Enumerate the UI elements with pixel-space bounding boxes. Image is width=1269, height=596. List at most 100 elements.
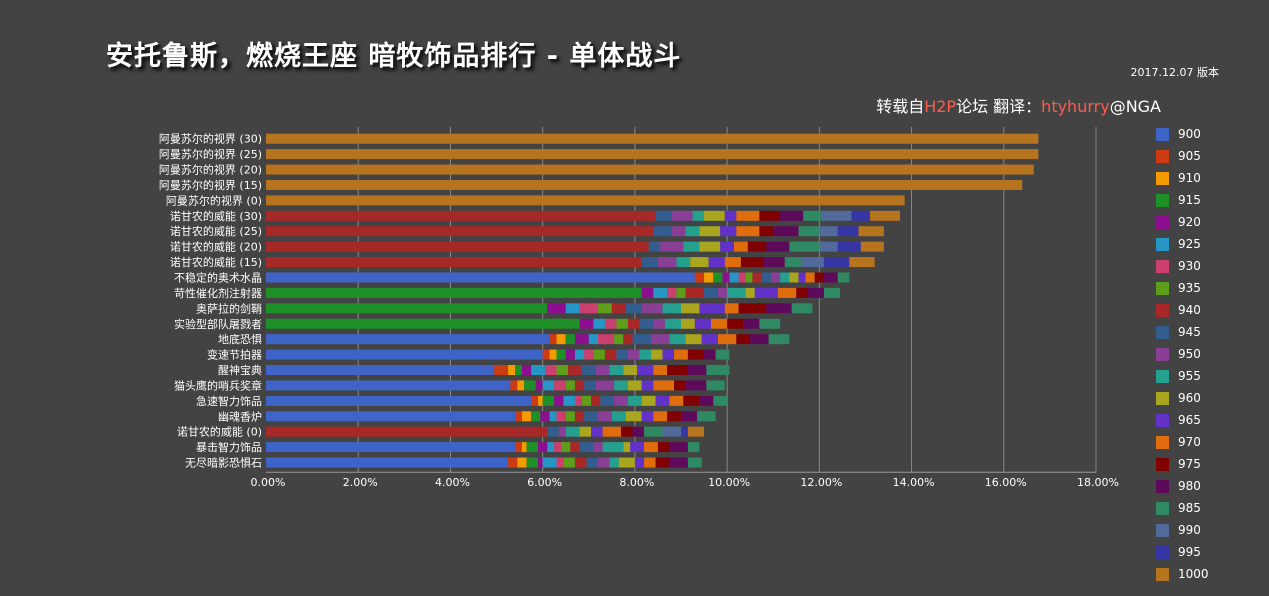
bar-segment-950	[627, 349, 640, 360]
bar-segment-985	[803, 210, 822, 221]
bar-segment-970	[736, 226, 760, 237]
bar-segment-925	[653, 287, 668, 298]
bar-segment-960	[623, 442, 631, 453]
legend-label: 990	[1178, 523, 1201, 537]
bar-segment-990	[819, 226, 838, 237]
bar-segment-960	[627, 380, 642, 391]
bar-segment-950	[770, 272, 781, 283]
legend-label: 955	[1178, 369, 1201, 383]
bar-segment-965	[655, 395, 670, 406]
bar-segment-980	[685, 380, 707, 391]
bar-segment-1000	[266, 133, 1039, 144]
legend-swatch	[1156, 281, 1169, 295]
legend-label: 975	[1178, 457, 1201, 471]
version-label: 2017.12.07 版本	[1130, 66, 1219, 79]
category-label: 幽魂香炉	[218, 410, 262, 423]
bar-segment-930	[579, 303, 598, 314]
bar-segment-985	[715, 349, 730, 360]
bar-segment-985	[706, 380, 725, 391]
bar-segment-995	[681, 426, 688, 437]
bar-segment-915	[524, 380, 536, 391]
bar-segment-920	[641, 287, 654, 298]
bar-segment-920	[538, 457, 543, 468]
credit-prefix: 转载自	[876, 97, 925, 116]
legend-swatch	[1156, 567, 1169, 581]
category-label: 变速节拍器	[207, 348, 262, 362]
bar-segment-960	[651, 349, 663, 360]
bar-segment-980	[699, 395, 714, 406]
bar-segment-995	[837, 226, 859, 237]
legend-swatch	[1156, 303, 1169, 317]
bar-segment-970	[644, 457, 656, 468]
bar-segment-985	[837, 272, 850, 283]
bar-segment-910	[517, 457, 527, 468]
bar-segment-920	[538, 442, 548, 453]
bar-segment-930	[598, 334, 615, 345]
bar-segment-905	[510, 380, 518, 391]
bar-segment-920	[579, 318, 594, 329]
legend-swatch	[1156, 545, 1169, 559]
bar-segment-960	[690, 257, 709, 268]
bar-segment-915	[565, 334, 575, 345]
bar-segment-940	[611, 303, 626, 314]
bar-segment-985	[798, 226, 820, 237]
bar-segment-990	[800, 257, 824, 268]
bar-segment-940	[574, 411, 585, 422]
bar-segment-935	[598, 303, 612, 314]
legend-label: 950	[1178, 347, 1201, 361]
bar-segment-960	[685, 334, 702, 345]
legend-item: 910	[1156, 167, 1209, 189]
bar-segment-935	[561, 442, 571, 453]
bar-segment-910	[517, 380, 525, 391]
legend-label: 1000	[1178, 567, 1209, 581]
bar-segment-960	[681, 318, 695, 329]
legend-item: 985	[1156, 497, 1209, 519]
bar-segment-945	[584, 411, 598, 422]
bar-segment-970	[644, 442, 658, 453]
bar-segment-940	[266, 426, 548, 437]
bar-segment-940	[266, 257, 642, 268]
bar-segment-965	[634, 457, 645, 468]
bar-segment-940	[266, 241, 649, 252]
bar-segment-955	[780, 272, 790, 283]
bar-segment-955	[692, 210, 705, 221]
legend-label: 945	[1178, 325, 1201, 339]
legend-item: 1000	[1156, 563, 1209, 585]
bar-segment-950	[717, 287, 728, 298]
legend-swatch	[1156, 347, 1169, 361]
bar-segment-940	[604, 349, 617, 360]
bar-segment-925	[565, 303, 580, 314]
bar-segment-950	[653, 318, 665, 329]
legend-item: 960	[1156, 387, 1209, 409]
bar-segment-975	[727, 318, 744, 329]
bar-segment-985	[791, 303, 813, 314]
bar-segment-920	[535, 380, 543, 391]
bar-segment-955	[676, 257, 691, 268]
bar-segment-960	[641, 395, 656, 406]
bar-segment-925	[531, 365, 545, 376]
bar-segment-985	[784, 257, 801, 268]
legend-item: 990	[1156, 519, 1209, 541]
bar-segment-930	[556, 457, 564, 468]
legend-label: 905	[1178, 149, 1201, 163]
bar-segment-965	[720, 226, 737, 237]
bar-segment-905	[494, 365, 509, 376]
bar-segment-970	[653, 411, 668, 422]
bar-segment-935	[676, 287, 686, 298]
bar-segment-965	[701, 334, 718, 345]
bar-segment-925	[588, 334, 598, 345]
bar-segment-910	[508, 365, 515, 376]
credit-source: H2P	[924, 97, 957, 116]
bar-segment-940	[623, 334, 633, 345]
bar-segment-960	[681, 303, 700, 314]
bar-segment-955	[685, 226, 700, 237]
bar-segment-950	[614, 395, 628, 406]
bar-segment-975	[683, 395, 700, 406]
bar-segment-990	[821, 210, 852, 221]
bar-segment-930	[544, 365, 557, 376]
legend-swatch	[1156, 259, 1169, 273]
bar-segment-975	[667, 411, 681, 422]
bar-segment-970	[805, 272, 815, 283]
bar-segment-955	[639, 349, 652, 360]
category-label: 阿曼苏尔的视界 (0)	[166, 193, 262, 207]
